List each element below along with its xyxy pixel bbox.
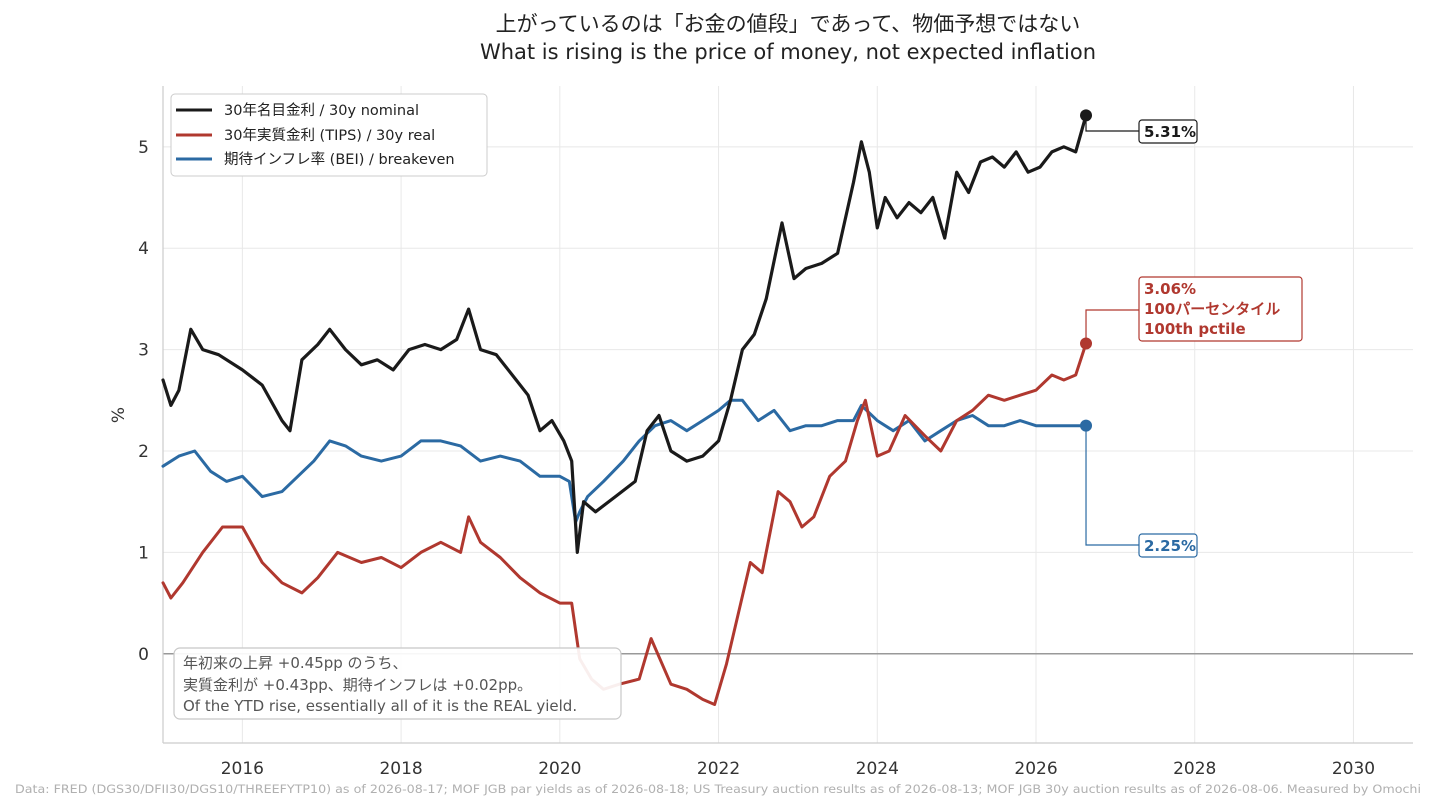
end-label-real-0: 3.06% <box>1144 280 1196 298</box>
axes <box>162 86 1413 744</box>
y-tick-label-0: 0 <box>138 645 149 665</box>
end-marker-breakeven <box>1080 419 1093 432</box>
end-labels: 5.31% 3.06% 100パーセンタイル 100th pctile 2.25% <box>1080 109 1303 558</box>
end-connector-nominal <box>1085 115 1139 132</box>
end-label-box-nominal <box>1138 119 1198 144</box>
grid <box>163 86 1413 743</box>
legend-label-real: 30年実質金利 (TIPS) / 30y real <box>224 126 435 144</box>
y-tick-label-3: 3 <box>138 341 149 361</box>
x-tick-label-2018: 2018 <box>379 759 422 779</box>
y-axis-label: % <box>109 407 129 423</box>
y-tick-label-2: 2 <box>138 442 149 462</box>
annotation-line-1: 年初来の上昇 +0.45pp のうち、 <box>183 654 408 672</box>
x-tick-label-2026: 2026 <box>1014 759 1057 779</box>
x-tick-label-2024: 2024 <box>856 759 899 779</box>
y-tick-label-5: 5 <box>138 138 149 158</box>
end-connector-real <box>1085 309 1139 344</box>
legend-label-breakeven: 期待インフレ率 (BEI) / breakeven <box>224 151 455 168</box>
legend-frame <box>170 93 488 177</box>
tick-labels: 0 1 2 3 4 5 2016 2018 2020 2022 2024 2026 2028 2030 <box>138 138 1375 779</box>
series-line-nominal <box>161 113 1088 555</box>
annotation-frame <box>173 647 622 720</box>
annotation-line-2: 実質金利が +0.43pp、期待インフレは +0.02pp。 <box>183 676 532 694</box>
end-label-nominal-0: 5.31% <box>1144 123 1196 141</box>
legend-label-nominal: 30年名目金利 / 30y nominal <box>224 102 419 119</box>
series-line-real <box>161 342 1088 706</box>
x-tick-label-2016: 2016 <box>221 759 264 779</box>
y-tick-label-1: 1 <box>138 543 149 563</box>
end-connector-breakeven <box>1085 425 1139 546</box>
annotation-box: 年初来の上昇 +0.45pp のうち、 実質金利が +0.43pp、期待インフレ… <box>173 647 622 720</box>
end-label-box-breakeven <box>1138 533 1198 558</box>
series-line-breakeven <box>161 398 1088 524</box>
end-marker-nominal <box>1080 109 1093 122</box>
x-tick-label-2020: 2020 <box>538 759 581 779</box>
y-tick-label-4: 4 <box>138 239 149 259</box>
end-marker-real <box>1080 337 1093 350</box>
end-label-box-real <box>1138 276 1303 342</box>
source-note: Data: FRED (DGS30/DFII30/DGS10/THREEFYTP… <box>15 782 1421 796</box>
legend: 30年名目金利 / 30y nominal 30年実質金利 (TIPS) / 3… <box>170 93 488 177</box>
x-tick-label-2022: 2022 <box>697 759 740 779</box>
annotation-line-3: Of the YTD rise, essentially all of it i… <box>183 697 577 715</box>
chart-title-en: What is rising is the price of money, no… <box>480 40 1096 64</box>
x-tick-label-2028: 2028 <box>1173 759 1216 779</box>
end-label-real-1: 100パーセンタイル <box>1144 300 1280 318</box>
chart-title-ja: 上がっているのは「お金の値段」であって、物価予想ではない <box>496 12 1081 36</box>
series-lines <box>161 113 1088 706</box>
x-tick-label-2030: 2030 <box>1332 759 1375 779</box>
end-label-breakeven-0: 2.25% <box>1144 537 1196 555</box>
end-label-real-2: 100th pctile <box>1144 320 1246 338</box>
